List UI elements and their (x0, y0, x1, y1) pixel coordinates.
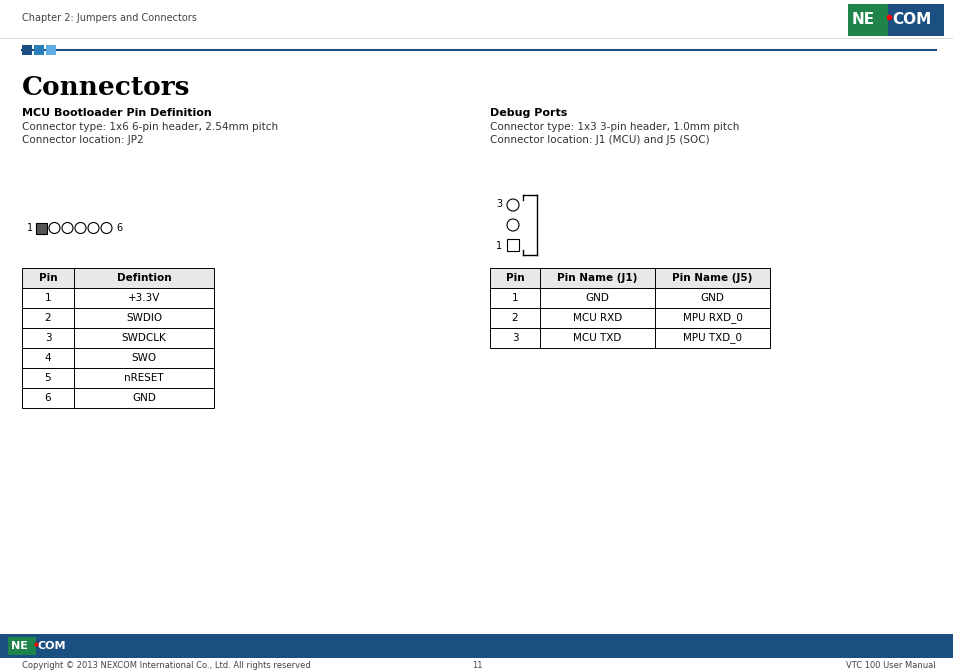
Bar (8, 637, 36, 655)
Text: Pin Name (J5): Pin Name (J5) (672, 273, 752, 283)
Text: Copyright © 2013 NEXCOM International Co., Ltd. All rights reserved: Copyright © 2013 NEXCOM International Co… (22, 661, 311, 670)
Bar (22, 328, 213, 348)
Text: MPU RXD_0: MPU RXD_0 (681, 312, 741, 323)
Bar (34, 45, 44, 55)
Text: 1: 1 (496, 241, 501, 251)
Text: MPU TXD_0: MPU TXD_0 (682, 333, 741, 343)
Text: Defintion: Defintion (116, 273, 172, 283)
Circle shape (101, 222, 112, 233)
Text: 6: 6 (45, 393, 51, 403)
Text: 2: 2 (45, 313, 51, 323)
Text: Pin: Pin (39, 273, 57, 283)
Text: nRESET: nRESET (124, 373, 164, 383)
Text: MCU TXD: MCU TXD (573, 333, 621, 343)
Text: Connector type: 1x3 3-pin header, 1.0mm pitch: Connector type: 1x3 3-pin header, 1.0mm … (490, 122, 739, 132)
Bar (22, 348, 213, 368)
Text: COM: COM (891, 13, 930, 28)
Circle shape (506, 219, 518, 231)
Text: VTC 100 User Manual: VTC 100 User Manual (845, 661, 935, 670)
Text: 11: 11 (471, 661, 482, 670)
Text: Pin: Pin (505, 273, 524, 283)
Bar (490, 328, 769, 348)
Text: SWDIO: SWDIO (126, 313, 162, 323)
Circle shape (75, 222, 86, 233)
Circle shape (49, 222, 60, 233)
Text: Connector location: JP2: Connector location: JP2 (22, 135, 144, 145)
Text: GND: GND (132, 393, 155, 403)
Text: Connectors: Connectors (22, 75, 191, 100)
Bar (22, 388, 213, 408)
Text: Pin Name (J1): Pin Name (J1) (557, 273, 637, 283)
Bar (490, 268, 769, 288)
Bar (490, 288, 769, 308)
Text: 4: 4 (45, 353, 51, 363)
Text: GND: GND (585, 293, 609, 303)
Circle shape (88, 222, 99, 233)
Bar (46, 45, 56, 55)
Text: +3.3V: +3.3V (128, 293, 160, 303)
Text: SWO: SWO (132, 353, 156, 363)
Bar (490, 308, 769, 328)
Text: 2: 2 (511, 313, 517, 323)
Bar (22, 368, 213, 388)
Text: Connector type: 1x6 6-pin header, 2.54mm pitch: Connector type: 1x6 6-pin header, 2.54mm… (22, 122, 278, 132)
Text: 1: 1 (511, 293, 517, 303)
Text: GND: GND (700, 293, 723, 303)
Circle shape (506, 199, 518, 211)
Text: 3: 3 (511, 333, 517, 343)
Text: 3: 3 (45, 333, 51, 343)
Text: NE: NE (851, 13, 874, 28)
Text: COM: COM (38, 641, 67, 651)
Text: Chapter 2: Jumpers and Connectors: Chapter 2: Jumpers and Connectors (22, 13, 196, 23)
Bar (36, 222, 47, 233)
Text: 1: 1 (27, 223, 33, 233)
Bar (22, 288, 213, 308)
Text: 3: 3 (496, 199, 501, 209)
Text: MCU RXD: MCU RXD (572, 313, 621, 323)
Circle shape (62, 222, 73, 233)
Bar (0, 634, 953, 658)
Text: SWDCLK: SWDCLK (121, 333, 166, 343)
Text: 1: 1 (45, 293, 51, 303)
Text: Connector location: J1 (MCU) and J5 (SOC): Connector location: J1 (MCU) and J5 (SOC… (490, 135, 709, 145)
Bar (506, 239, 518, 251)
Bar (22, 268, 213, 288)
Text: MCU Bootloader Pin Definition: MCU Bootloader Pin Definition (22, 108, 212, 118)
Text: NE: NE (11, 641, 28, 651)
Text: 5: 5 (45, 373, 51, 383)
Bar (22, 45, 32, 55)
Text: 6: 6 (116, 223, 122, 233)
Text: Debug Ports: Debug Ports (490, 108, 567, 118)
Bar (847, 4, 887, 36)
Bar (22, 308, 213, 328)
Bar (847, 4, 943, 36)
